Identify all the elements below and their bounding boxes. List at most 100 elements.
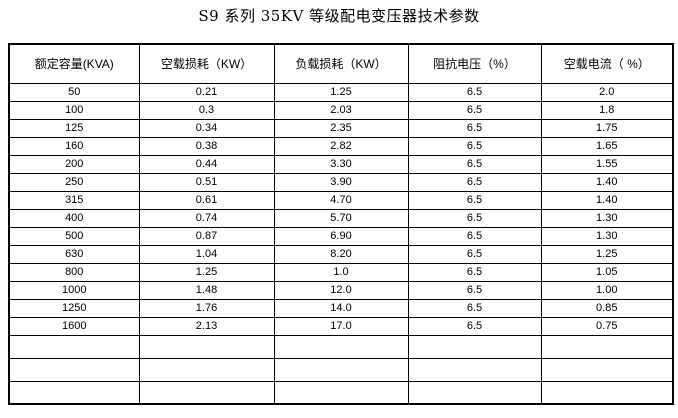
empty-cell (8, 357, 140, 382)
table-cell: 6.5 (407, 262, 542, 282)
table-cell: 1.30 (540, 208, 674, 228)
table-cell: 0.87 (138, 226, 275, 246)
table-cell: 6.5 (407, 118, 542, 138)
table-cell: 6.5 (407, 82, 542, 102)
table-row: 500 0.87 6.90 6.5 1.30 (8, 226, 674, 246)
table-cell: 160 (8, 136, 140, 156)
table-cell: 1000 (8, 280, 140, 300)
table-cell: 100 (8, 100, 140, 120)
empty-cell (407, 357, 542, 382)
table-cell: 1.05 (540, 262, 674, 282)
table-cell: 6.5 (407, 244, 542, 264)
empty-cell (540, 357, 674, 382)
table-row: 100 0.3 2.03 6.5 1.8 (8, 100, 674, 120)
table-cell: 0.51 (138, 172, 275, 192)
empty-row (8, 357, 674, 382)
empty-cell (540, 334, 674, 359)
table-cell: 630 (8, 244, 140, 264)
table-cell: 1.55 (540, 154, 674, 174)
table-cell: 250 (8, 172, 140, 192)
empty-cell (273, 334, 409, 359)
empty-cell (407, 334, 542, 359)
table-cell: 0.44 (138, 154, 275, 174)
empty-cell (8, 380, 140, 405)
empty-cell (540, 380, 674, 405)
table-cell: 17.0 (273, 316, 409, 336)
empty-cell (138, 334, 275, 359)
table-cell: 0.3 (138, 100, 275, 120)
table-cell: 5.70 (273, 208, 409, 228)
empty-cell (138, 357, 275, 382)
table-cell: 125 (8, 118, 140, 138)
table-cell: 1.00 (540, 280, 674, 300)
table-cell: 2.35 (273, 118, 409, 138)
table-cell: 0.85 (540, 298, 674, 318)
table-cell: 0.74 (138, 208, 275, 228)
table-row: 125 0.34 2.35 6.5 1.75 (8, 118, 674, 138)
column-header: 负载损耗（KW） (273, 43, 409, 84)
table-row: 315 0.61 4.70 6.5 1.40 (8, 190, 674, 210)
table-cell: 6.90 (273, 226, 409, 246)
table-cell: 3.30 (273, 154, 409, 174)
table-cell: 6.5 (407, 100, 542, 120)
empty-cell (273, 380, 409, 405)
table-cell: 1.25 (540, 244, 674, 264)
transformer-parameters-table: 额定容量(KVA) 空载损耗（KW） 负载损耗（KW） 阻抗电压（%） 空载电流（ %）… (8, 43, 674, 405)
table-cell: 8.20 (273, 244, 409, 264)
empty-cell (407, 380, 542, 405)
table-row: 400 0.74 5.70 6.5 1.30 (8, 208, 674, 228)
table-row: 1600 2.13 17.0 6.5 0.75 (8, 316, 674, 336)
table-cell: 0.75 (540, 316, 674, 336)
table-row: 800 1.25 1.0 6.5 1.05 (8, 262, 674, 282)
table-cell: 6.5 (407, 280, 542, 300)
table-cell: 200 (8, 154, 140, 174)
table-row: 1250 1.76 14.0 6.5 0.85 (8, 298, 674, 318)
page-title: S9 系列 35KV 等级配电变压器技术参数 (198, 7, 480, 25)
table-cell: 1.65 (540, 136, 674, 156)
table-cell: 1.40 (540, 190, 674, 210)
table-row: 50 0.21 1.25 6.5 2.0 (8, 82, 674, 102)
table-cell: 800 (8, 262, 140, 282)
table-cell: 1.0 (273, 262, 409, 282)
table-cell: 0.34 (138, 118, 275, 138)
table-cell: 6.5 (407, 298, 542, 318)
table-cell: 1.25 (138, 262, 275, 282)
column-header: 阻抗电压（%） (407, 43, 542, 84)
empty-row (8, 334, 674, 359)
table-row: 630 1.04 8.20 6.5 1.25 (8, 244, 674, 264)
table-cell: 2.0 (540, 82, 674, 102)
table-row: 250 0.51 3.90 6.5 1.40 (8, 172, 674, 192)
table-cell: 1.04 (138, 244, 275, 264)
table-cell: 1.25 (273, 82, 409, 102)
table-cell: 6.5 (407, 316, 542, 336)
table-cell: 6.5 (407, 172, 542, 192)
table-cell: 1.48 (138, 280, 275, 300)
table-cell: 1.75 (540, 118, 674, 138)
table-cell: 6.5 (407, 226, 542, 246)
table-cell: 2.03 (273, 100, 409, 120)
table-cell: 1.30 (540, 226, 674, 246)
table-cell: 1.8 (540, 100, 674, 120)
table-cell: 14.0 (273, 298, 409, 318)
table-cell: 500 (8, 226, 140, 246)
header-row: 额定容量(KVA) 空载损耗（KW） 负载损耗（KW） 阻抗电压（%） 空载电流（ %） (8, 43, 674, 84)
table-cell: 0.38 (138, 136, 275, 156)
empty-cell (138, 380, 275, 405)
column-header: 空载电流（ %） (540, 43, 674, 84)
table-cell: 0.21 (138, 82, 275, 102)
empty-cell (273, 357, 409, 382)
table-row: 1000 1.48 12.0 6.5 1.00 (8, 280, 674, 300)
table-cell: 12.0 (273, 280, 409, 300)
empty-row (8, 380, 674, 405)
table-cell: 1600 (8, 316, 140, 336)
table-cell: 0.61 (138, 190, 275, 210)
table-cell: 50 (8, 82, 140, 102)
table-cell: 1250 (8, 298, 140, 318)
table-cell: 3.90 (273, 172, 409, 192)
table-cell: 400 (8, 208, 140, 228)
table-row: 160 0.38 2.82 6.5 1.65 (8, 136, 674, 156)
table-cell: 6.5 (407, 190, 542, 210)
table-cell: 6.5 (407, 154, 542, 174)
empty-cell (8, 334, 140, 359)
column-header: 空载损耗（KW） (138, 43, 275, 84)
